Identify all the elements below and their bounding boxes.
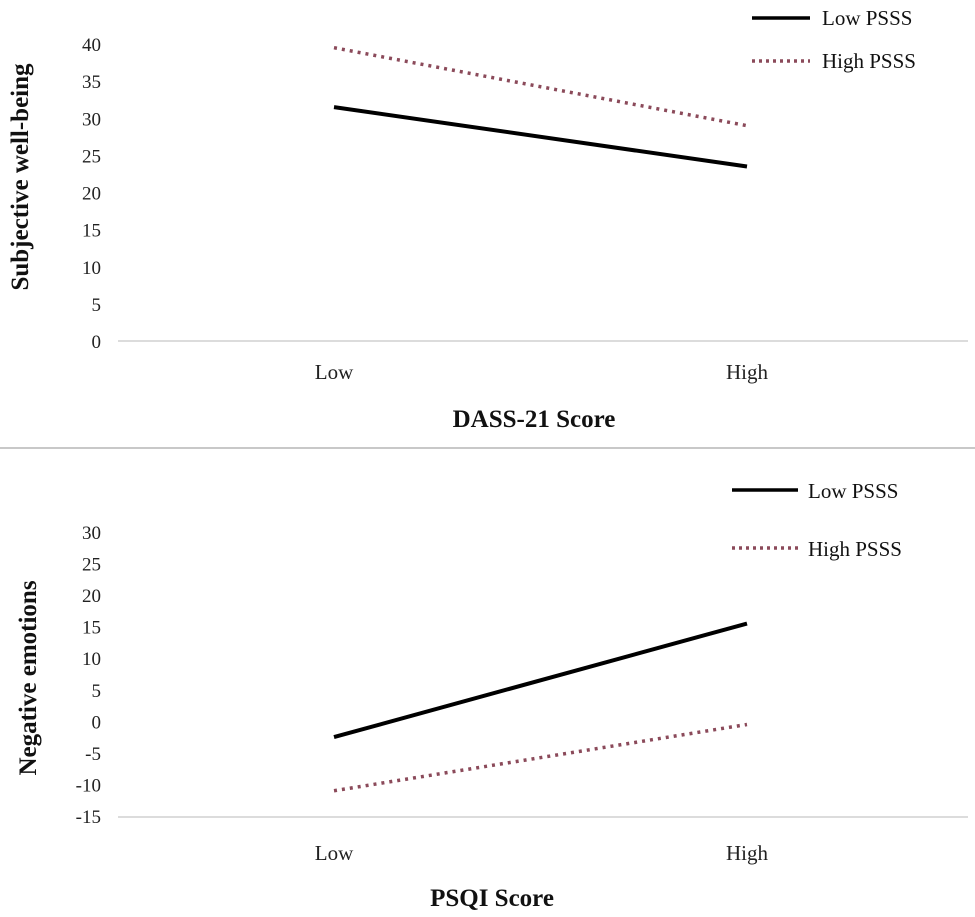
y-tick-label: 5 [92,681,102,702]
chart-negative-emotions: Negative emotions PSQI Score Low PSSS Hi… [0,449,975,917]
y-tick-label: -15 [76,807,101,828]
y-tick-label: 15 [82,221,101,242]
chart-svg-top: Subjective well-being DASS-21 Score Low … [7,6,968,433]
legend: Low PSSS High PSSS [752,6,916,73]
y-tick-label: 30 [82,523,101,544]
series-line-high-psss [333,722,748,793]
y-tick-label: 5 [92,295,102,316]
x-category-label: High [726,841,769,865]
y-tick-label: 0 [92,332,102,353]
y-tick-label: 0 [92,712,102,733]
series-line-low-psss [333,105,748,169]
y-tick-label: 25 [82,146,101,167]
y-tick-label: 20 [82,184,101,205]
series-line-low-psss [333,621,748,740]
y-tick-label: 35 [82,72,101,93]
chart-svg-bottom: Negative emotions PSQI Score Low PSSS Hi… [15,479,968,912]
series-line-high-psss [333,45,748,128]
legend-label-high-psss: High PSSS [808,537,902,561]
panel-divider [0,447,975,449]
y-tick-label: 10 [82,258,101,279]
x-category-label: Low [315,360,354,384]
legend: Low PSSS High PSSS [732,479,902,561]
y-tick-label: 20 [82,586,101,607]
y-axis-title: Negative emotions [15,580,42,775]
y-tick-label: 10 [82,649,101,670]
x-category-label: Low [315,841,354,865]
legend-label-high-psss: High PSSS [822,49,916,73]
x-axis-title: PSQI Score [430,885,554,912]
y-tick-label: -5 [85,744,101,765]
chart-subjective-well-being: Subjective well-being DASS-21 Score Low … [0,0,975,447]
legend-label-low-psss: Low PSSS [808,479,898,503]
y-tick-label: 25 [82,555,101,576]
y-tick-label: -10 [76,775,101,796]
y-tick-label: 30 [82,109,101,130]
legend-label-low-psss: Low PSSS [822,6,912,30]
y-tick-label: 40 [82,35,101,56]
y-tick-label: 15 [82,618,101,639]
x-category-label: High [726,360,769,384]
x-axis-title: DASS-21 Score [453,406,616,433]
y-axis-title: Subjective well-being [7,63,34,291]
